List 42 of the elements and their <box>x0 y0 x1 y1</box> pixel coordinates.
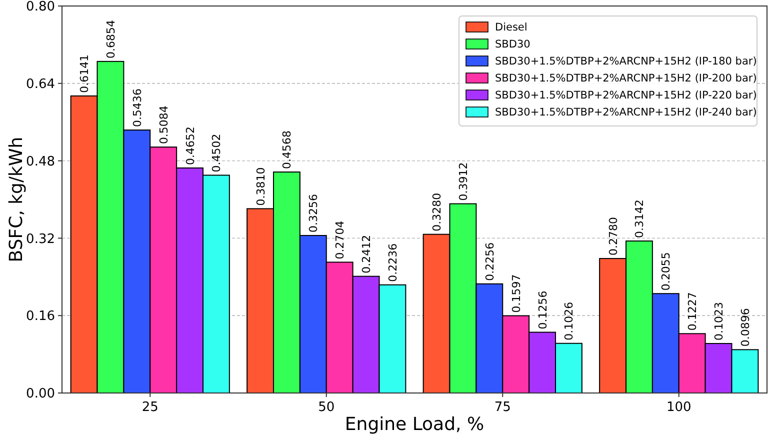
data-label: 0.4502 <box>210 134 224 172</box>
data-label: 0.2704 <box>334 220 347 260</box>
legend-label: SBD30+1.5%DTBP+2%ARCNP+15H2 (IP-200 bar) <box>495 72 757 85</box>
data-label: 0.4568 <box>280 130 294 170</box>
data-label: 0.5436 <box>130 88 144 128</box>
data-label: 0.0896 <box>738 308 752 347</box>
data-label: 0.1023 <box>712 302 726 341</box>
legend-label: SBD30+1.5%DTBP+2%ARCNP+15H2 (IP-180 bar) <box>495 56 757 68</box>
y-tick-label: 0.64 <box>26 76 55 92</box>
data-label: 0.1026 <box>562 302 576 340</box>
data-label: 0.1227 <box>686 292 700 331</box>
x-axis-title: Engine Load, % <box>344 414 484 435</box>
y-tick-label: 0.80 <box>26 0 55 15</box>
x-tick-label: 50 <box>318 400 335 415</box>
data-label: 0.3256 <box>307 194 320 232</box>
data-label: 0.6854 <box>104 20 118 58</box>
data-label: 0.3810 <box>254 167 268 206</box>
x-tick-label: 25 <box>142 400 158 415</box>
y-tick-label: 0.48 <box>26 154 55 170</box>
y-tick-label: 0.16 <box>26 309 55 324</box>
x-tick-label: 75 <box>494 400 511 415</box>
legend-label: SBD30 <box>495 38 530 51</box>
data-label: 0.1256 <box>536 290 550 330</box>
data-label: 0.2055 <box>660 252 673 291</box>
data-label: 0.2256 <box>483 242 496 281</box>
y-tick-label: 0.32 <box>26 232 55 247</box>
legend-label: SBD30+1.5%DTBP+2%ARCNP+15H2 (IP-240 bar) <box>495 106 757 119</box>
data-label: 0.6141 <box>78 54 92 93</box>
data-label: 0.2780 <box>606 217 620 256</box>
legend-label: Diesel <box>495 22 528 34</box>
data-label: 0.1597 <box>510 274 523 313</box>
y-axis-title: BSFC, kg/kWh <box>6 136 27 262</box>
data-label: 0.5084 <box>157 106 170 144</box>
data-label: 0.2412 <box>360 234 374 274</box>
data-label: 0.2236 <box>386 243 400 282</box>
data-label: 0.3142 <box>633 200 646 238</box>
data-label: 0.4652 <box>184 126 197 165</box>
legend-label: SBD30+1.5%DTBP+2%ARCNP+15H2 (IP-220 bar) <box>495 90 757 102</box>
y-tick-label: 0.00 <box>26 386 55 402</box>
x-tick-label: 100 <box>666 400 692 415</box>
data-label: 0.3280 <box>430 192 444 232</box>
data-label: 0.3912 <box>456 162 470 201</box>
